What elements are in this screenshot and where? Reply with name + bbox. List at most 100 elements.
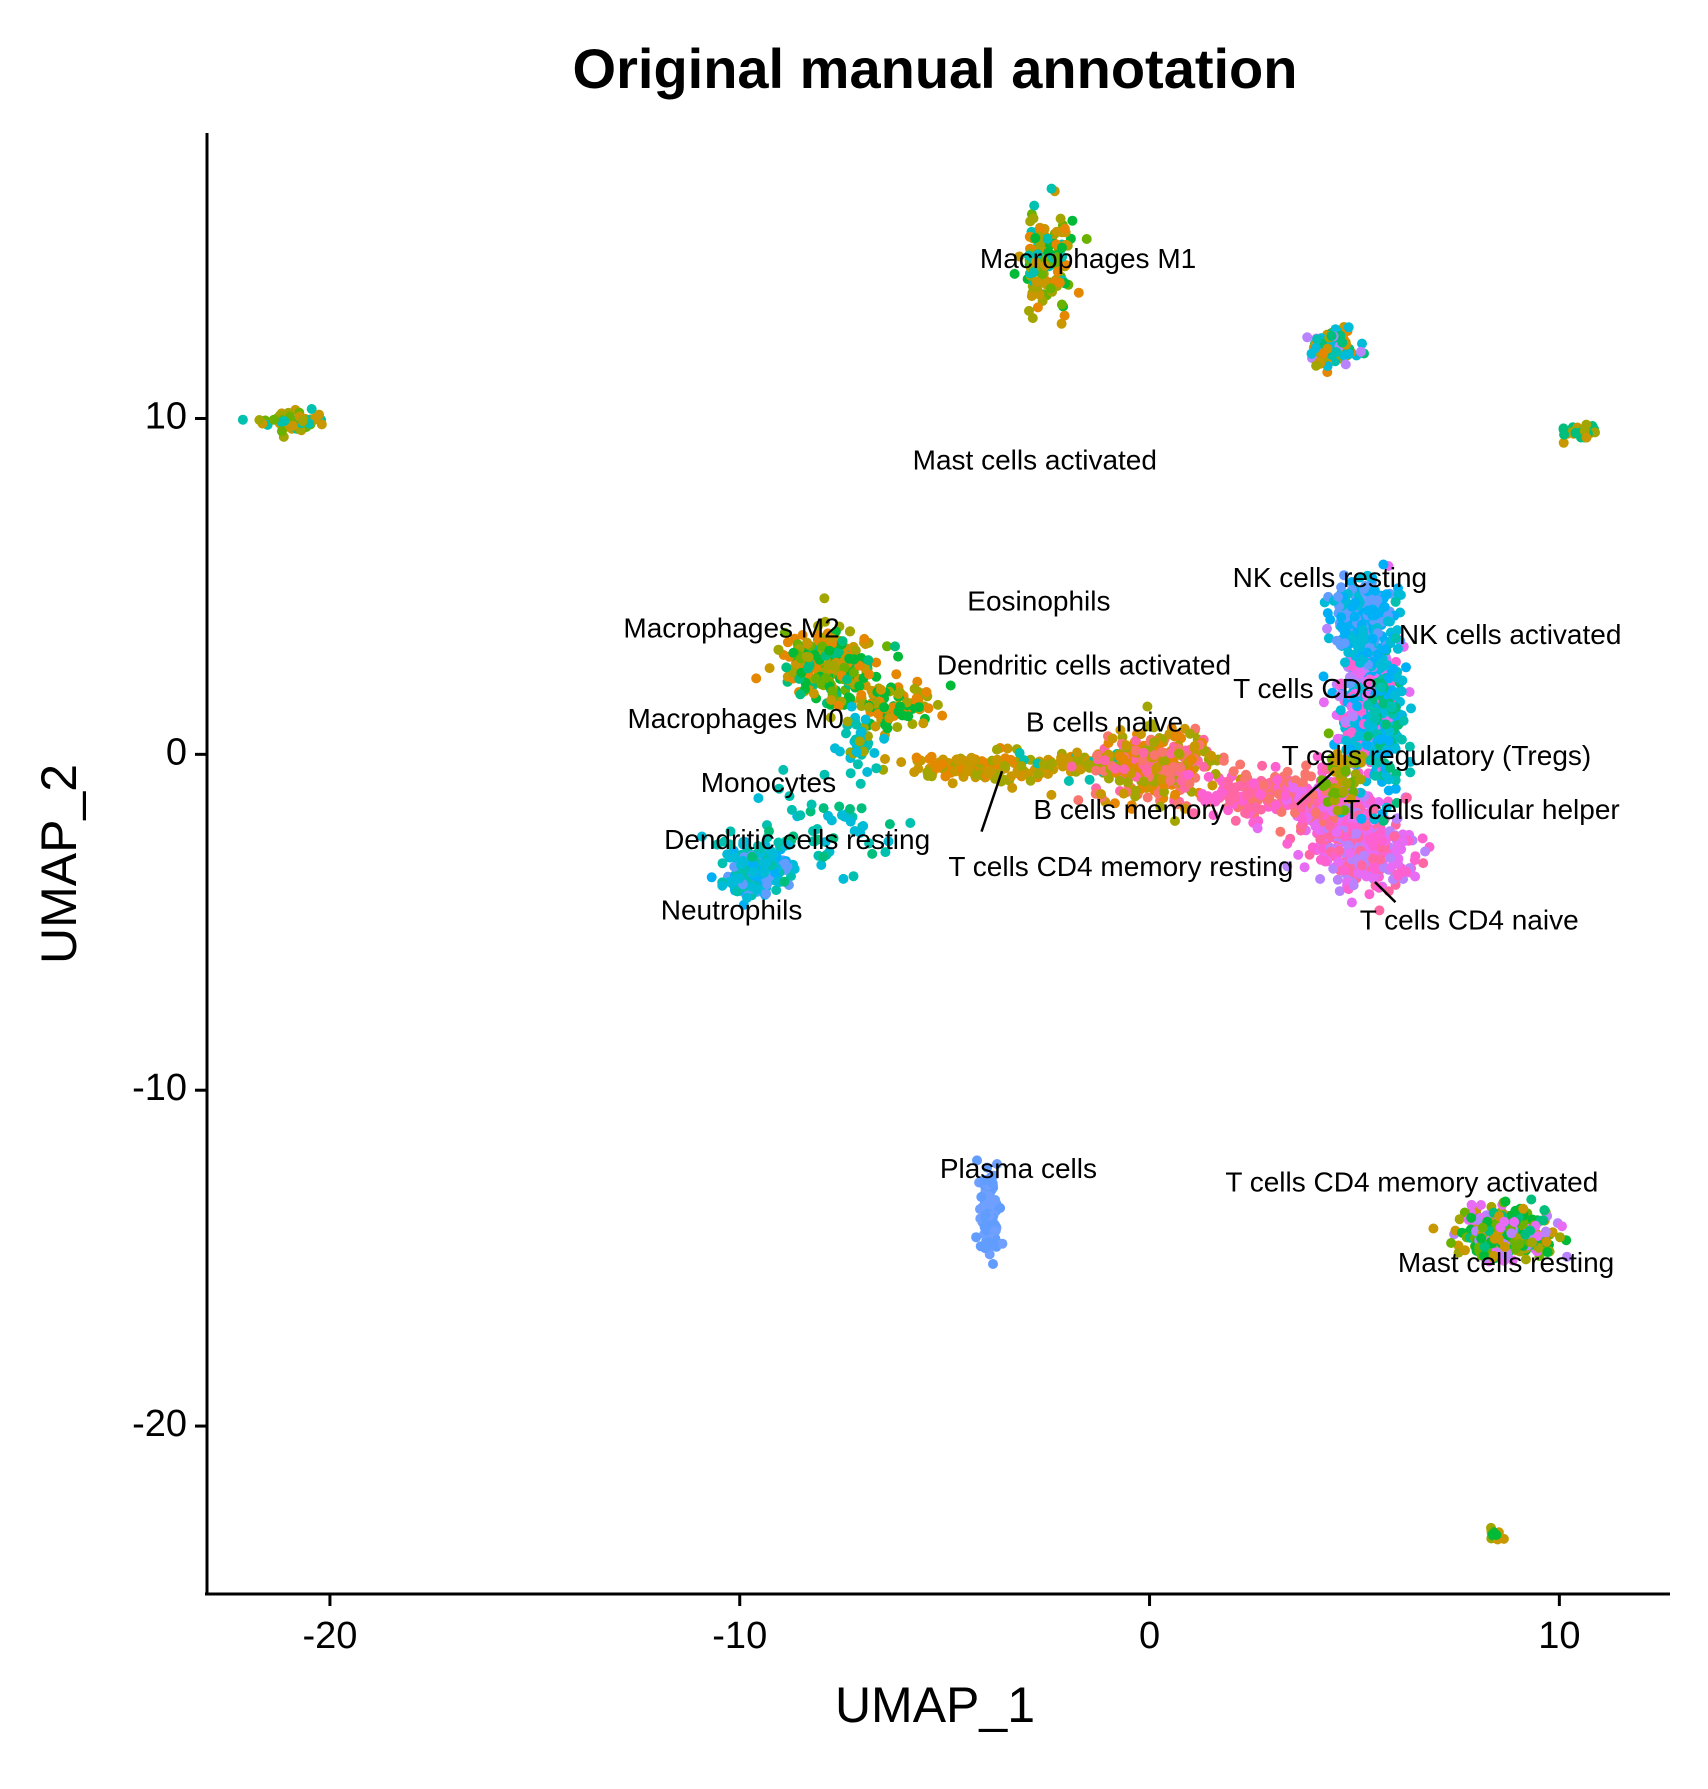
data-point <box>1538 1215 1549 1226</box>
data-point <box>1155 801 1166 812</box>
data-point <box>1002 743 1013 754</box>
data-point <box>918 718 929 729</box>
data-point <box>1335 689 1346 700</box>
data-point <box>1372 757 1383 768</box>
data-point <box>1386 862 1397 873</box>
cluster-label: NK cells resting <box>1233 562 1428 593</box>
data-point <box>1354 730 1365 741</box>
data-point <box>1542 1247 1553 1258</box>
data-point <box>1428 1223 1439 1234</box>
data-point <box>921 687 932 697</box>
data-point <box>1073 287 1084 298</box>
data-point <box>1250 802 1261 813</box>
data-point <box>1312 751 1323 762</box>
data-point <box>1358 625 1368 636</box>
data-point <box>755 842 765 853</box>
cluster-label: B cells naive <box>1026 707 1183 738</box>
data-point <box>819 769 830 780</box>
data-point <box>863 702 874 713</box>
data-point <box>237 414 248 425</box>
data-point <box>1334 845 1345 856</box>
cluster-c1 <box>237 404 327 442</box>
data-point <box>1348 711 1359 722</box>
data-point <box>1014 748 1025 758</box>
cluster-c6 <box>825 669 956 740</box>
data-point <box>1230 815 1241 826</box>
data-point <box>1539 1205 1550 1216</box>
data-point <box>932 699 943 710</box>
data-point <box>892 722 903 733</box>
data-point <box>1324 821 1335 832</box>
data-point <box>1059 223 1070 234</box>
data-point <box>1315 826 1326 836</box>
data-point <box>1506 1228 1517 1239</box>
data-point <box>1392 643 1403 654</box>
data-point <box>1066 761 1077 772</box>
data-point <box>1264 793 1274 804</box>
data-point <box>818 851 829 862</box>
data-point <box>825 712 836 723</box>
data-point <box>1157 774 1167 785</box>
data-point <box>1157 747 1167 758</box>
data-point <box>788 647 799 658</box>
data-point <box>1299 862 1310 873</box>
data-point <box>1241 790 1252 800</box>
data-point <box>297 416 308 427</box>
data-point <box>1341 735 1352 746</box>
data-point <box>1322 361 1333 371</box>
data-point <box>1395 590 1406 600</box>
data-point <box>1339 570 1349 581</box>
data-point <box>1392 625 1403 636</box>
data-point <box>854 736 865 747</box>
data-point <box>1370 864 1381 875</box>
data-point <box>1118 788 1129 799</box>
cluster-label: Mast cells activated <box>913 445 1157 476</box>
data-point <box>1392 813 1403 824</box>
data-point <box>1562 1251 1572 1262</box>
data-point <box>1375 854 1386 865</box>
data-point <box>1383 774 1394 785</box>
data-point <box>839 662 850 673</box>
data-point <box>1320 856 1331 867</box>
data-point <box>1558 437 1569 448</box>
data-point <box>1188 808 1199 819</box>
data-point <box>1056 318 1067 329</box>
data-point <box>841 728 851 739</box>
data-point <box>696 831 707 842</box>
data-point <box>1333 857 1344 868</box>
data-point <box>1118 754 1129 765</box>
data-point <box>972 1155 982 1166</box>
data-point <box>1509 1217 1520 1227</box>
data-point <box>1322 608 1333 619</box>
data-point <box>1510 1205 1521 1216</box>
data-point <box>992 1159 1002 1169</box>
data-point <box>851 747 862 757</box>
data-point <box>1378 698 1389 709</box>
data-point <box>812 834 823 845</box>
data-point <box>1230 782 1241 793</box>
data-point <box>1388 663 1399 674</box>
y-tick-label: 10 <box>145 396 187 438</box>
data-point <box>924 753 935 764</box>
data-point <box>1045 283 1056 294</box>
data-point <box>1492 1230 1503 1241</box>
data-point <box>1282 766 1293 777</box>
data-point <box>842 716 853 727</box>
data-point <box>818 803 829 814</box>
data-point <box>1352 701 1363 712</box>
data-point <box>1351 828 1362 839</box>
data-point <box>896 757 907 768</box>
data-point <box>1375 659 1386 670</box>
data-point <box>1029 200 1040 211</box>
data-point <box>1310 807 1321 818</box>
data-point <box>1370 770 1381 781</box>
data-point <box>1235 759 1246 770</box>
data-point <box>999 761 1010 771</box>
chart-title: Original manual annotation <box>573 37 1298 100</box>
data-point <box>780 858 791 869</box>
data-point <box>1159 756 1169 767</box>
data-point <box>932 762 943 773</box>
data-point <box>812 629 822 640</box>
data-point <box>1401 866 1412 877</box>
data-point <box>854 681 865 692</box>
